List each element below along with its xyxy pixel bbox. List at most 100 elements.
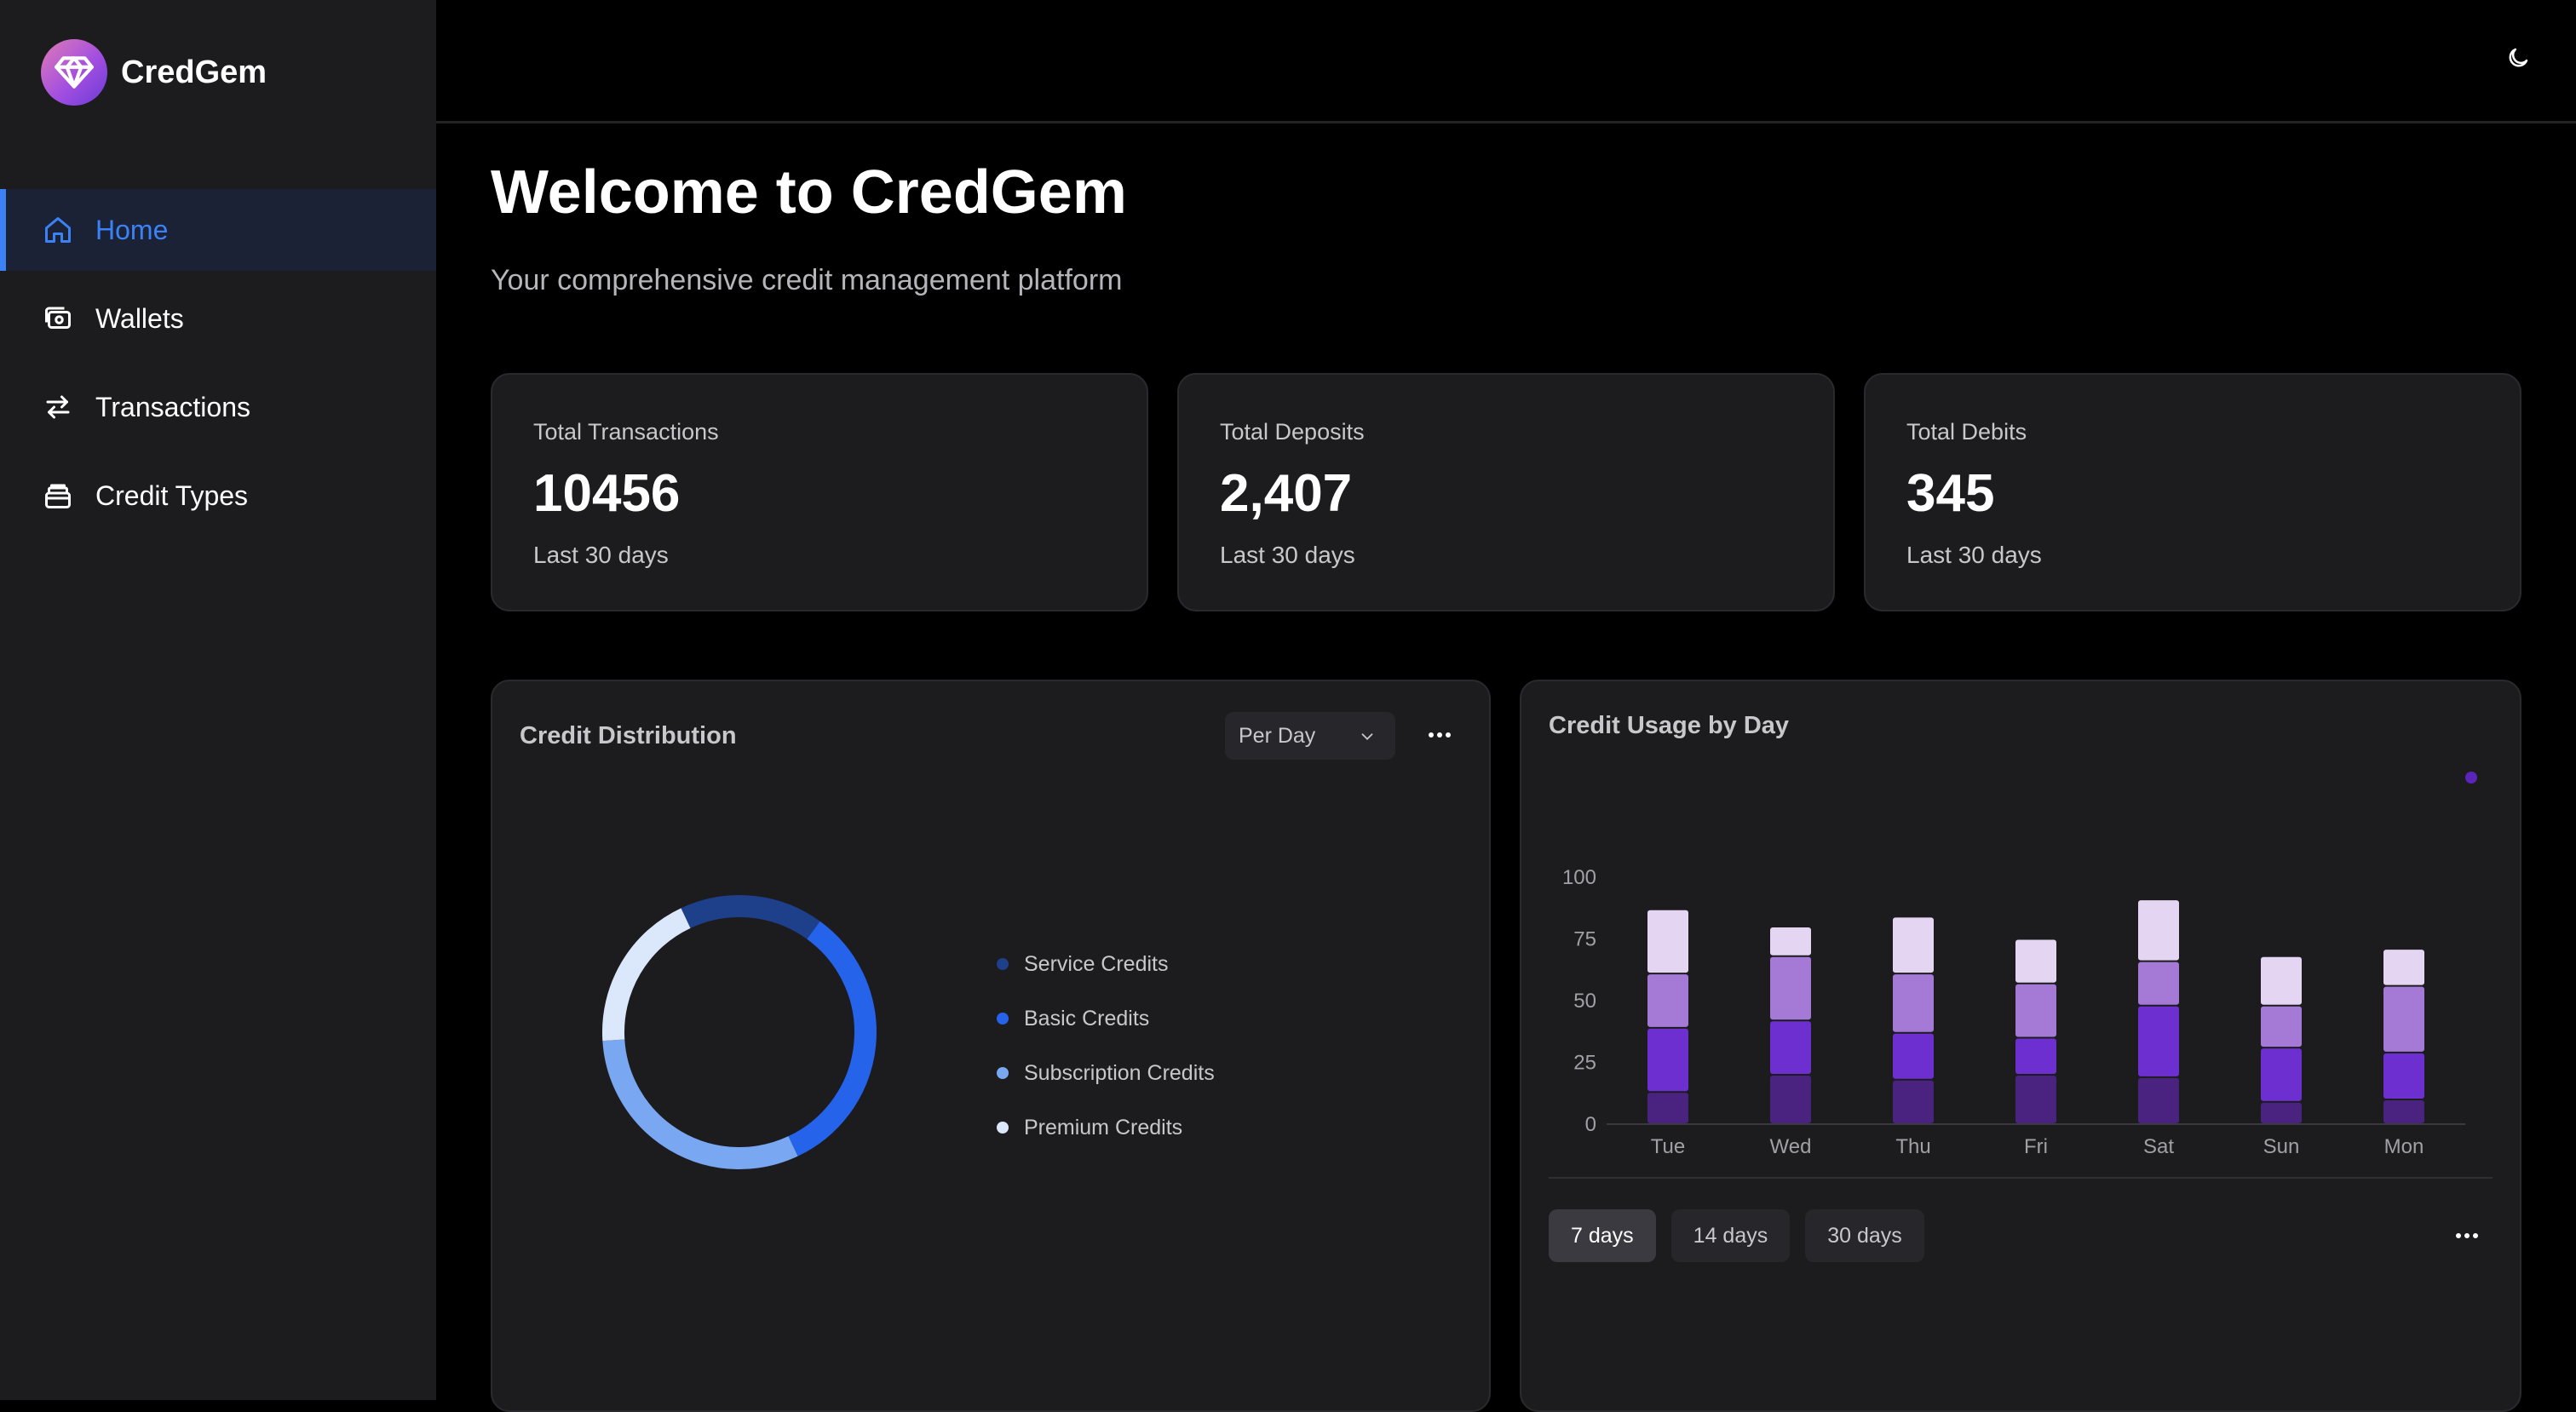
x-tick-label: Sat (2143, 1135, 2174, 1158)
stat-card-total-transactions: Total Transactions 10456 Last 30 days (491, 373, 1148, 611)
bar-segment[interactable] (2138, 961, 2179, 1005)
bar-segment[interactable] (2015, 1038, 2056, 1075)
gem-logo-icon (41, 39, 107, 106)
legend-indicator-dot (2465, 772, 2477, 783)
stat-card-total-debits: Total Debits 345 Last 30 days (1864, 373, 2521, 611)
bar-segment[interactable] (2383, 1100, 2424, 1123)
moon-icon (2505, 45, 2531, 75)
stat-value: 345 (1906, 464, 1995, 523)
credit-distribution-panel: Credit Distribution Per Day Service Cred… (491, 680, 1491, 1412)
legend-label: Premium Credits (1024, 1115, 1183, 1139)
legend-dot (997, 1122, 1009, 1134)
legend-item[interactable]: Premium Credits (997, 1100, 1215, 1155)
bar-segment[interactable] (2015, 1076, 2056, 1123)
bar-segment[interactable] (2261, 956, 2302, 1005)
bar-segment[interactable] (1770, 1076, 1811, 1123)
range-7-days-button[interactable]: 7 days (1549, 1209, 1656, 1262)
y-tick-label: 0 (1585, 1113, 1596, 1136)
more-horizontal-icon (2454, 1229, 2480, 1244)
y-tick-label: 50 (1573, 990, 1596, 1013)
bar-segment[interactable] (2138, 1006, 2179, 1076)
bar-segment[interactable] (2383, 986, 2424, 1052)
sidebar-item-wallets[interactable]: Wallets (0, 278, 436, 359)
more-options-button[interactable] (1423, 719, 1457, 753)
sidebar-item-home[interactable]: Home (0, 189, 436, 271)
brand[interactable]: CredGem (41, 39, 267, 106)
bar-segment[interactable] (2383, 950, 2424, 985)
divider (1549, 1177, 2493, 1179)
stat-label: Total Debits (1906, 419, 2027, 445)
bar-segment[interactable] (2261, 1102, 2302, 1123)
more-options-button[interactable] (2450, 1220, 2484, 1254)
credit-usage-panel: Credit Usage by Day 0 25 50 75 100 Tue Wed Thu F… (1520, 680, 2521, 1412)
stack-icon (41, 479, 75, 513)
arrows-exchange-icon (41, 390, 75, 424)
more-horizontal-icon (1427, 728, 1452, 743)
sidebar-item-label: Home (95, 214, 169, 245)
bar-segment[interactable] (2015, 939, 2056, 983)
sidebar: CredGem Home Wallets (0, 0, 436, 1400)
donut-slice[interactable] (602, 908, 691, 1042)
bar-segment[interactable] (2261, 1048, 2302, 1101)
legend-item[interactable]: Basic Credits (997, 991, 1215, 1046)
sidebar-item-label: Credit Types (95, 479, 249, 511)
panel-title: Credit Usage by Day (1549, 712, 1790, 739)
brand-name: CredGem (121, 54, 267, 90)
chevron-down-icon (1358, 727, 1377, 752)
legend-item[interactable]: Subscription Credits (997, 1046, 1215, 1100)
stat-period: Last 30 days (1906, 542, 2042, 568)
bar-segment[interactable] (1770, 1021, 1811, 1074)
page-title: Welcome to CredGem (491, 158, 1127, 227)
period-select-value: Per Day (1239, 723, 1316, 748)
range-30-days-button[interactable]: 30 days (1805, 1209, 1924, 1262)
donut-chart (602, 895, 877, 1169)
bar-segment[interactable] (1647, 910, 1688, 973)
legend-dot (997, 1067, 1009, 1079)
bar-segment[interactable] (1647, 1028, 1688, 1092)
stacked-bar-chart: 0 25 50 75 100 Tue Wed Thu Fri Sat Sun Mon (1562, 866, 2465, 1158)
home-icon (41, 213, 75, 247)
y-tick-label: 75 (1573, 928, 1596, 951)
range-selector: 7 days 14 days 30 days (1549, 1209, 1940, 1262)
stat-card-total-deposits: Total Deposits 2,407 Last 30 days (1177, 373, 1835, 611)
stat-label: Total Deposits (1220, 419, 1365, 445)
bar-segment[interactable] (2383, 1053, 2424, 1099)
bar-segment[interactable] (1647, 1093, 1688, 1123)
period-select[interactable]: Per Day (1225, 712, 1395, 760)
bar-segment[interactable] (1893, 917, 1934, 973)
bar-segment[interactable] (1647, 974, 1688, 1027)
bar-segment[interactable] (1893, 1080, 1934, 1123)
donut-slice[interactable] (681, 895, 820, 939)
theme-toggle-button[interactable] (2501, 43, 2535, 77)
range-14-days-button[interactable]: 14 days (1670, 1209, 1791, 1262)
donut-slice[interactable] (602, 1039, 798, 1169)
wallet-icon (41, 301, 75, 336)
x-tick-label: Sun (2263, 1135, 2300, 1158)
sidebar-item-label: Transactions (95, 391, 250, 422)
legend-item[interactable]: Service Credits (997, 937, 1215, 991)
stat-label: Total Transactions (533, 419, 719, 445)
chart-legend: Service Credits Basic Credits Subscription… (997, 937, 1215, 1155)
page-subtitle: Your comprehensive credit management pla… (491, 264, 1123, 296)
bar-segment[interactable] (1893, 1033, 1934, 1079)
y-tick-label: 100 (1562, 866, 1596, 889)
bar-segment[interactable] (2015, 984, 2056, 1037)
x-tick-label: Wed (1770, 1135, 1812, 1158)
legend-dot (997, 958, 1009, 970)
x-tick-label: Tue (1651, 1135, 1685, 1158)
bar-segment[interactable] (2138, 900, 2179, 961)
x-tick-label: Fri (2024, 1135, 2048, 1158)
bar-segment[interactable] (2261, 1006, 2302, 1048)
legend-label: Service Credits (1024, 951, 1169, 976)
sidebar-item-transactions[interactable]: Transactions (0, 366, 436, 448)
bar-segment[interactable] (1893, 974, 1934, 1032)
stat-period: Last 30 days (1220, 542, 1355, 568)
bar-segment[interactable] (2138, 1077, 2179, 1123)
legend-label: Basic Credits (1024, 1006, 1150, 1030)
donut-slice[interactable] (788, 921, 877, 1157)
sidebar-item-credit-types[interactable]: Credit Types (0, 455, 436, 537)
bar-segment[interactable] (1770, 927, 1811, 956)
stat-value: 10456 (533, 464, 681, 523)
legend-label: Subscription Credits (1024, 1060, 1215, 1085)
bar-segment[interactable] (1770, 956, 1811, 1020)
